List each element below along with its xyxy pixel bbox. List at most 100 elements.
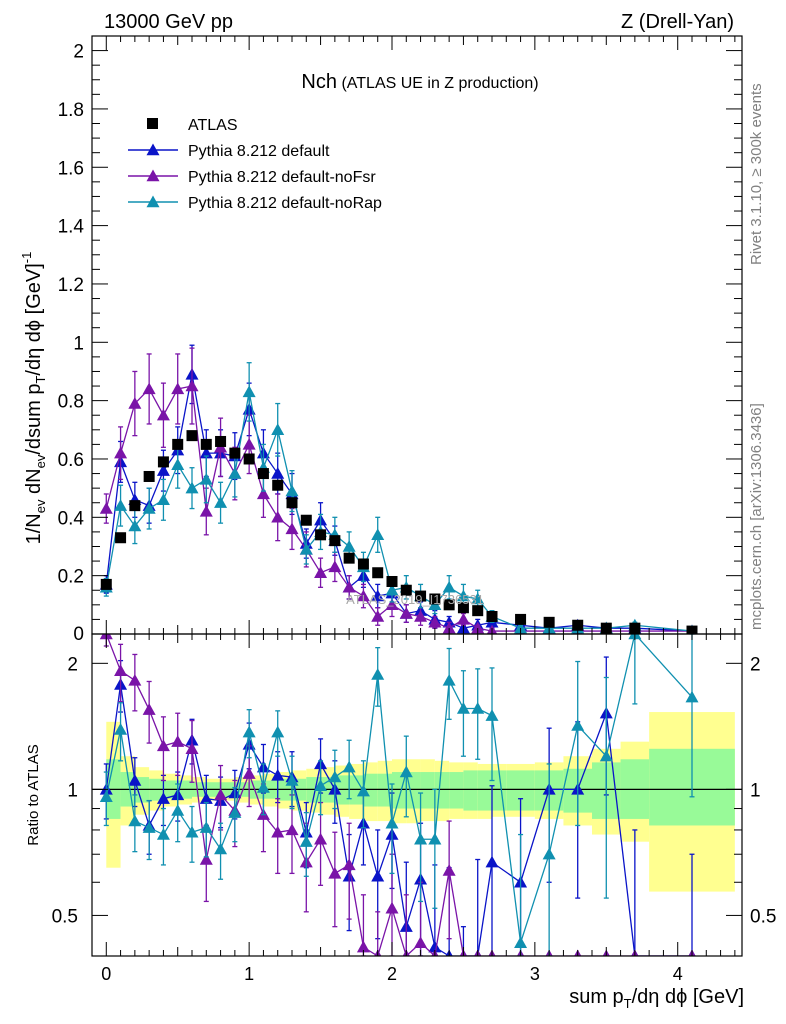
- data-point-noRap: [228, 806, 242, 818]
- data-point-default: [428, 940, 442, 953]
- data-point-atlas: [443, 599, 455, 611]
- data-point-noFsr: [356, 940, 370, 953]
- plot-title-main: Nch: [301, 71, 337, 93]
- x-tick-label: 4: [673, 964, 683, 984]
- data-point-atlas: [229, 447, 241, 459]
- data-point-noRap: [199, 821, 213, 833]
- data-point-noFsr: [99, 502, 113, 514]
- data-point-noFsr: [128, 673, 142, 686]
- data-point-noFsr: [385, 901, 399, 914]
- ratio-frame: [91, 633, 743, 957]
- data-point-atlas: [415, 590, 427, 602]
- series-line: [105, 684, 692, 956]
- data-point-noRap: [456, 589, 470, 602]
- data-point-atlas: [315, 529, 327, 541]
- data-point-atlas: [300, 514, 312, 526]
- data-point-noFsr: [342, 580, 356, 593]
- data-point-noFsr: [328, 560, 342, 573]
- data-point-default: [271, 467, 285, 479]
- series-noFsr-ratio: [99, 634, 696, 956]
- series-line: [105, 391, 693, 632]
- data-point-noFsr: [156, 408, 170, 421]
- watermark: ATLAS_2019_I1736531: [346, 592, 484, 607]
- data-point-noFsr: [156, 739, 170, 752]
- data-point-default: [128, 774, 142, 786]
- data-point-noRap: [371, 528, 385, 541]
- data-point-noFsr: [185, 742, 199, 754]
- y-tick-label: 2: [73, 42, 84, 63]
- data-point-atlas: [457, 602, 469, 614]
- legend-item-noRap: Pythia 8.212 default-noRap: [128, 195, 382, 212]
- data-point-noRap: [342, 539, 356, 552]
- data-point-noFsr: [399, 607, 413, 619]
- y-tick-label: 1: [73, 333, 84, 354]
- legend-item-default: Pythia 8.212 default: [128, 143, 330, 160]
- data-point-noRap: [142, 502, 156, 514]
- data-point-atlas: [200, 438, 212, 450]
- data-point-noFsr: [114, 664, 128, 676]
- x-tick-label: 1: [244, 964, 254, 984]
- data-point-default: [199, 446, 213, 459]
- legend-marker-triangle: [146, 195, 160, 208]
- data-point-noFsr: [214, 788, 228, 801]
- data-point-noRap: [99, 790, 113, 802]
- y-tick-label: 1.8: [58, 100, 84, 121]
- data-point-default: [199, 792, 213, 804]
- series-atlas: [100, 430, 698, 634]
- data-point-atlas: [329, 535, 341, 547]
- ratio-y-tick-label: 0.5: [52, 906, 78, 927]
- data-point-noRap: [385, 583, 399, 596]
- data-point-noRap: [185, 825, 199, 838]
- data-point-atlas: [357, 558, 369, 570]
- mcplots-label: mcplots.cern.ch [arXiv:1306.3436]: [748, 403, 765, 630]
- data-point-noFsr: [414, 609, 428, 622]
- y-tick-label: 1.4: [58, 217, 85, 238]
- ratio-y-tick-label-right: 0.5: [750, 906, 776, 927]
- data-point-noFsr: [414, 936, 428, 949]
- data-point-noRap: [156, 828, 170, 840]
- ratio-y-tick-label-right: 1: [750, 780, 761, 801]
- data-point-atlas: [157, 456, 169, 468]
- data-point-noRap: [471, 592, 485, 605]
- data-point-noFsr: [114, 446, 128, 459]
- data-point-atlas: [572, 619, 584, 631]
- x-tick-label: 0: [101, 964, 111, 984]
- data-point-noRap: [328, 770, 342, 783]
- data-point-atlas: [343, 552, 355, 564]
- data-point-noRap: [214, 496, 228, 508]
- data-point-noFsr: [371, 609, 385, 622]
- data-point-noRap: [514, 621, 528, 634]
- legend-label: Pythia 8.212 default-noRap: [188, 195, 382, 212]
- data-point-noRap: [428, 832, 442, 845]
- data-point-noFsr: [256, 487, 270, 500]
- data-point-default: [156, 792, 170, 804]
- data-point-atlas: [543, 616, 555, 628]
- ratio-panel: 0 1 2 3 4 0.5 0.5 1 1 2 2: [52, 633, 776, 984]
- svg-text:1/Nev dNev/dsum pT/dη dϕ [GeV]: 1/Nev dNev/dsum pT/dη dϕ [GeV]-1: [19, 252, 48, 545]
- inner-band-segment: [477, 770, 492, 811]
- data-point-atlas: [515, 613, 527, 625]
- data-point-noFsr: [142, 382, 156, 395]
- legend-item-atlas: ATLAS: [147, 117, 238, 134]
- data-point-noRap: [356, 784, 370, 797]
- data-point-noRap: [599, 749, 613, 762]
- data-point-noFsr: [171, 735, 185, 747]
- data-point-noRap: [285, 484, 299, 497]
- y-tick-label: 0.2: [58, 567, 84, 588]
- data-point-noRap: [156, 493, 170, 506]
- data-point-noRap: [128, 519, 142, 532]
- data-point-noRap: [185, 481, 199, 494]
- header-right: Z (Drell-Yan): [621, 11, 734, 33]
- data-point-noRap: [514, 936, 528, 949]
- data-point-default: [271, 768, 285, 781]
- plot-title: Nch (ATLAS UE in Z production): [301, 71, 538, 93]
- data-point-atlas: [257, 468, 269, 480]
- data-point-noFsr: [356, 589, 370, 602]
- y-tick-label: 0.6: [58, 450, 84, 471]
- data-point-noRap: [114, 722, 128, 735]
- data-point-atlas: [143, 470, 155, 482]
- data-point-atlas: [429, 593, 441, 605]
- series-noRap-ratio: [99, 634, 699, 956]
- data-point-noFsr: [342, 858, 356, 871]
